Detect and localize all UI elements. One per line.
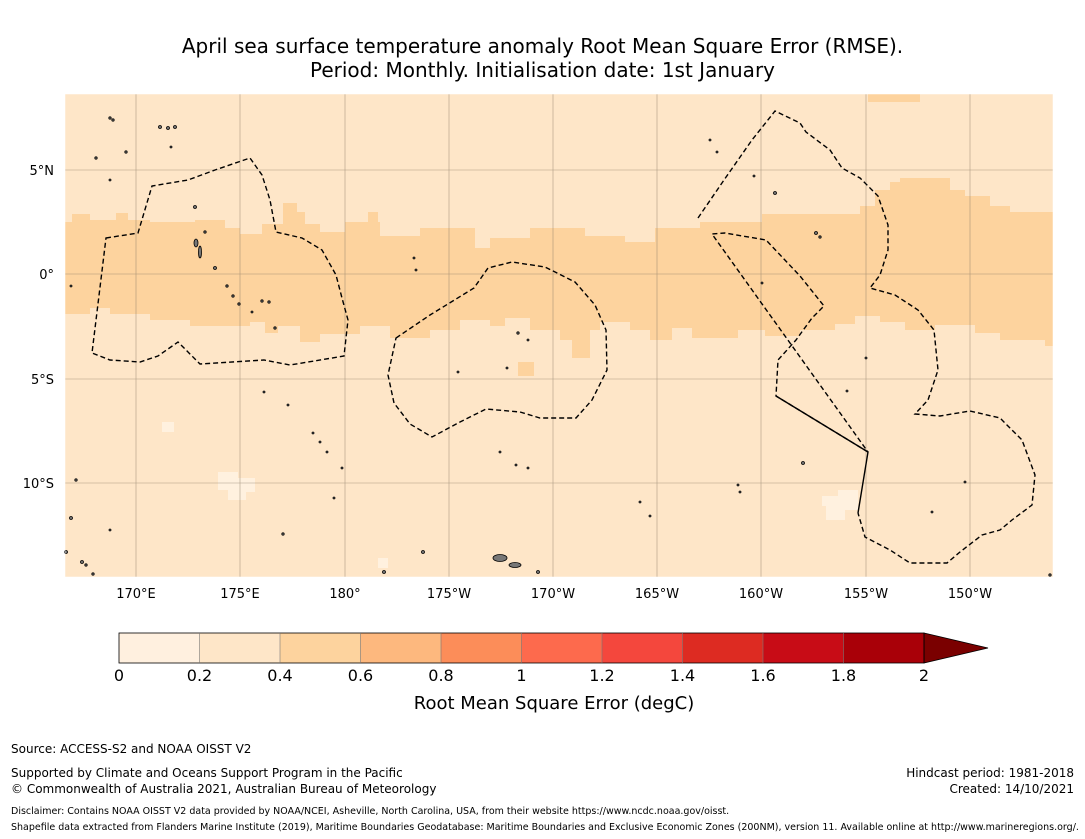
colorbar-tick-label: 0: [114, 666, 124, 685]
colorbar-tick-label: 0.8: [428, 666, 453, 685]
hindcast-period: Hindcast period: 1981-2018: [906, 766, 1074, 780]
map-frame: [64, 93, 1054, 578]
lat-label: 5°N: [30, 164, 55, 179]
lat-label: 0°: [39, 268, 54, 283]
lon-label: 150°W: [948, 587, 992, 602]
equatorial-band: [65, 178, 1053, 358]
colorbar-tick-label: 0.2: [187, 666, 212, 685]
colorbar-tick-label: 0.4: [267, 666, 292, 685]
colorbar-tick-label: 1.6: [750, 666, 775, 685]
colorbar: 0 0.2 0.4 0.6 0.8 1 1.2 1.4 1.6 1.8 2: [114, 632, 989, 685]
chart-title-line1: April sea surface temperature anomaly Ro…: [181, 34, 904, 58]
lon-label: 165°W: [635, 587, 679, 602]
lon-label: 170°E: [116, 587, 156, 602]
colorbar-tick-label: 2: [919, 666, 929, 685]
gridlines: [65, 94, 1053, 577]
colorbar-tick-label: 1.8: [831, 666, 856, 685]
colorbar-tick-label: 1.4: [670, 666, 695, 685]
colorbar-segment: [763, 633, 844, 663]
low-rmse-patch: [218, 472, 255, 500]
shapefile-credit: Shapefile data extracted from Flanders M…: [11, 822, 1079, 833]
colorbar-tick-label: 1: [516, 666, 526, 685]
colorbar-tick-label: 1.2: [589, 666, 614, 685]
colorbar-segment: [441, 633, 522, 663]
support-text: Supported by Climate and Oceans Support …: [11, 766, 403, 780]
lon-label: 175°W: [427, 587, 471, 602]
colorbar-segment: [119, 633, 200, 663]
colorbar-segment: [843, 633, 925, 663]
disclaimer-text: Disclaimer: Contains NOAA OISST V2 data …: [11, 806, 730, 817]
source-text: Source: ACCESS-S2 and NOAA OISST V2: [11, 742, 252, 756]
colorbar-segment: [602, 633, 683, 663]
eez-boundary-tokelau: [387, 261, 608, 438]
colorbar-label: Root Mean Square Error (degC): [414, 693, 695, 714]
latitude-labels: 5°N 0° 5°S 10°S: [23, 164, 54, 492]
band-patch-small: [368, 212, 378, 222]
colorbar-extension-arrow: [923, 632, 989, 664]
lat-label: 5°S: [31, 373, 54, 388]
chart-title-line2: Period: Monthly. Initialisation date: 1s…: [310, 58, 775, 82]
lon-label: 155°W: [844, 587, 888, 602]
map-ocean-background: [65, 94, 1053, 577]
lat-label: 10°S: [23, 477, 54, 492]
band-patch-north: [868, 94, 920, 102]
colorbar-segment: [280, 633, 361, 663]
band-patch: [518, 362, 534, 376]
colorbar-tick-label: 0.6: [348, 666, 373, 685]
lon-label: 180°: [329, 587, 360, 602]
low-rmse-patch: [162, 422, 174, 432]
created-date: Created: 14/10/2021: [949, 782, 1074, 796]
lon-label: 170°W: [531, 587, 575, 602]
colorbar-segment: [199, 633, 281, 663]
land-islands: [64, 116, 1052, 577]
copyright-text: © Commonwealth of Australia 2021, Austra…: [11, 782, 437, 796]
longitude-labels: 170°E 175°E 180° 175°W 170°W 165°W 160°W…: [116, 587, 992, 602]
low-rmse-patch: [822, 490, 858, 520]
colorbar-segment: [360, 633, 442, 663]
eez-boundary-tuvalu-kiribati-west: [91, 157, 349, 366]
lon-label: 160°W: [739, 587, 783, 602]
eez-boundaries: [91, 110, 1036, 564]
eez-boundary-solid-segment: [775, 395, 869, 514]
colorbar-segment: [682, 633, 764, 663]
low-rmse-patch: [378, 558, 388, 568]
colorbar-segment: [521, 633, 603, 663]
lon-label: 175°E: [220, 587, 260, 602]
eez-boundary-line-islands: [697, 110, 1036, 564]
